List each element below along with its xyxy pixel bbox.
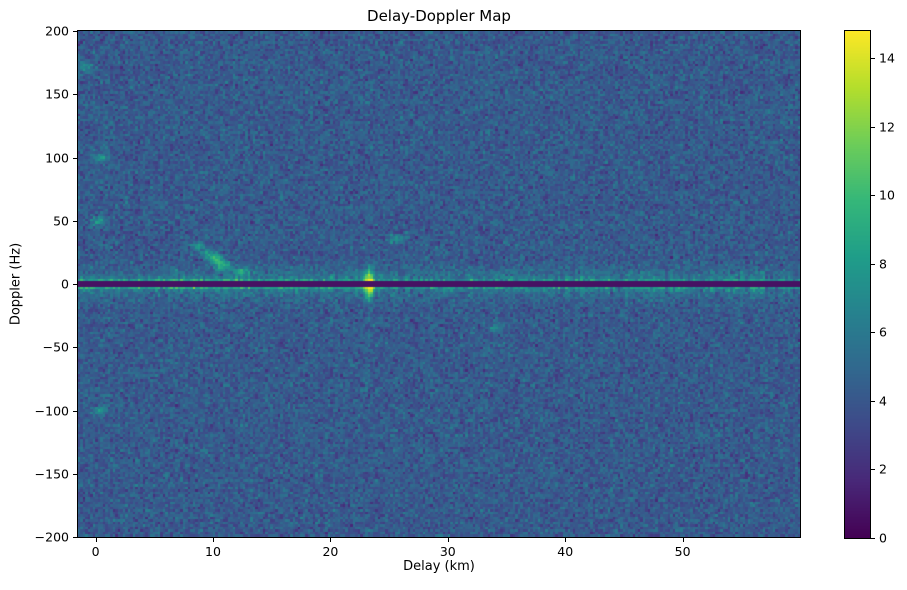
x-tick-mark	[330, 538, 332, 542]
x-tick-mark	[447, 538, 449, 542]
heatmap-canvas	[78, 31, 800, 537]
colorbar-tick-mark	[871, 195, 875, 197]
y-tick-mark	[73, 537, 77, 538]
y-tick-label: −100	[34, 403, 69, 418]
colorbar-tick-label: 4	[879, 393, 887, 409]
x-tick-label: 0	[91, 544, 100, 559]
colorbar-canvas	[845, 31, 870, 538]
colorbar-tick-label: 10	[879, 187, 895, 203]
colorbar-tick-mark	[871, 263, 875, 265]
x-tick-mark	[95, 538, 97, 542]
y-tick-mark	[73, 94, 77, 96]
x-tick-mark	[682, 538, 684, 542]
colorbar-tick-label: 12	[879, 119, 895, 135]
y-tick-label: 100	[45, 150, 69, 165]
x-tick-label: 40	[557, 544, 574, 559]
x-tick-label: 10	[205, 544, 221, 559]
x-tick-label: 20	[322, 544, 339, 559]
x-tick-label: 30	[439, 544, 456, 559]
colorbar-tick-label: 6	[879, 324, 887, 340]
y-axis-label: Doppler (Hz)	[8, 242, 24, 326]
colorbar-tick-mark	[871, 332, 875, 334]
colorbar-tick-label: 14	[879, 50, 895, 66]
y-tick-mark	[73, 284, 77, 285]
colorbar-tick-label: 8	[879, 256, 887, 272]
y-tick-mark	[73, 347, 77, 349]
y-tick-label: −150	[34, 466, 69, 482]
colorbar-tick-label: 2	[879, 461, 887, 477]
y-tick-label: −50	[42, 339, 69, 355]
colorbar-tick-mark	[871, 538, 875, 539]
x-tick-label: 50	[674, 544, 691, 559]
y-tick-mark	[73, 157, 77, 159]
colorbar-tick-mark	[871, 469, 875, 471]
chart-title: Delay-Doppler Map	[367, 7, 511, 25]
colorbar-tick-mark	[871, 126, 875, 128]
colorbar-tick-label: 0	[879, 530, 887, 546]
colorbar-tick-mark	[871, 58, 875, 60]
y-tick-mark	[73, 31, 77, 32]
y-tick-mark	[73, 220, 77, 222]
y-tick-mark	[73, 473, 77, 475]
y-tick-label: 150	[45, 86, 69, 102]
y-tick-label: −200	[34, 529, 69, 545]
x-tick-mark	[565, 538, 567, 542]
x-tick-mark	[213, 538, 214, 542]
x-axis-label: Delay (km)	[403, 559, 475, 574]
y-tick-mark	[73, 410, 77, 412]
y-tick-label: 200	[45, 23, 69, 39]
colorbar-tick-mark	[871, 400, 875, 402]
y-tick-label: 0	[61, 276, 69, 292]
y-tick-label: 50	[53, 213, 69, 229]
